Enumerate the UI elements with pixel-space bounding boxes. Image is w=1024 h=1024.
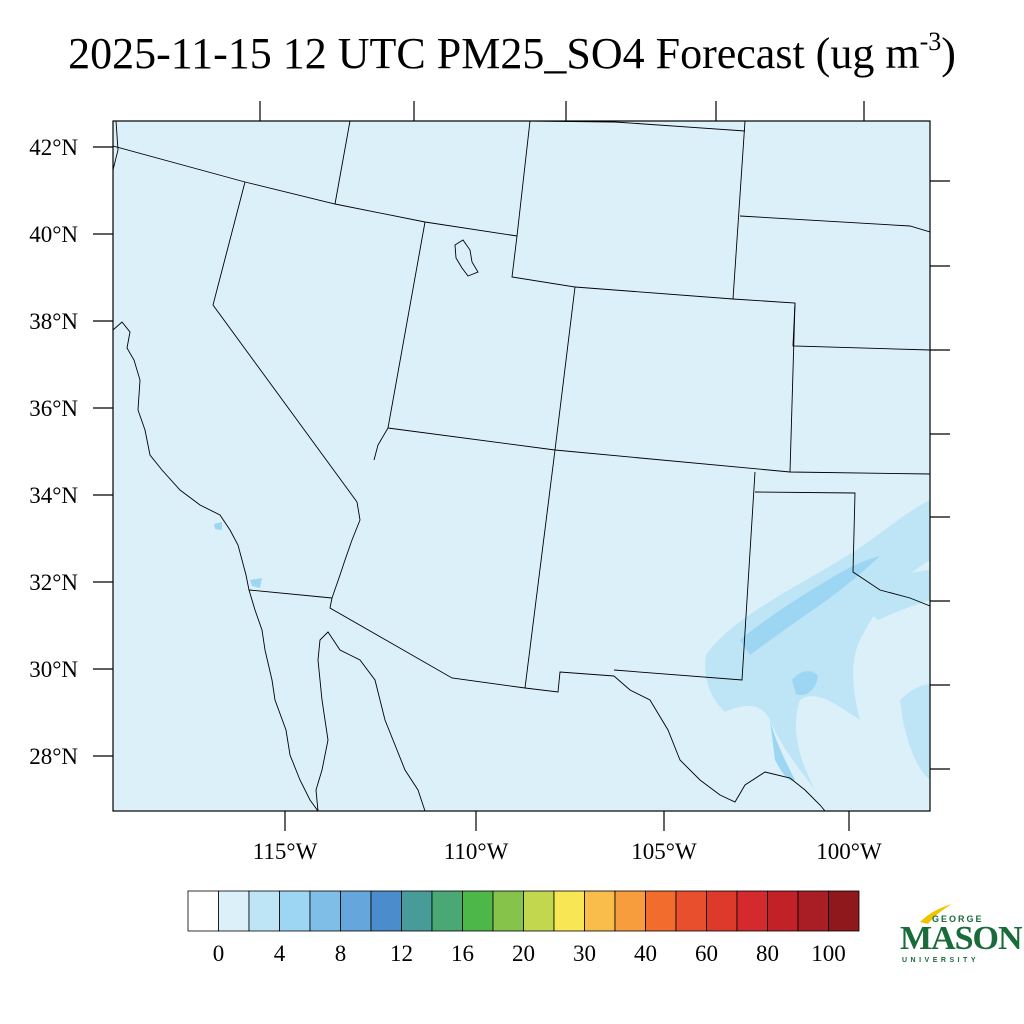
colorbar-tick-label: 20 (512, 941, 535, 966)
colorbar-swatch (737, 891, 768, 931)
colorbar-swatch (493, 891, 524, 931)
logo-bottom-text: UNIVERSITY (902, 957, 979, 964)
colorbar-swatch (615, 891, 646, 931)
colorbar-tick-label: 12 (390, 941, 413, 966)
lon-label: 100°W (816, 839, 882, 864)
colorbar-swatch (310, 891, 341, 931)
lon-labels: 115°W 110°W 105°W 100°W (253, 839, 882, 864)
colorbar-swatch (280, 891, 311, 931)
lat-label: 38°N (29, 309, 78, 334)
colorbar-tick-label: 40 (634, 941, 657, 966)
colorbar-swatch (402, 891, 433, 931)
colorbar-swatch (219, 891, 250, 931)
lat-label: 42°N (29, 135, 78, 160)
lat-label: 28°N (29, 744, 78, 769)
lat-label: 40°N (29, 222, 78, 247)
lat-labels: 42°N 40°N 38°N 36°N 34°N 32°N 30°N 28°N (29, 135, 78, 769)
colorbar-swatch (676, 891, 707, 931)
colorbar-swatch (371, 891, 402, 931)
lat-ticks-left (93, 147, 113, 756)
lon-label: 110°W (444, 839, 509, 864)
colorbar-swatch (249, 891, 280, 931)
colorbar-swatch (463, 891, 494, 931)
lat-label: 34°N (29, 483, 78, 508)
lon-label: 115°W (253, 839, 318, 864)
map-panel (113, 121, 930, 811)
colorbar-tick-label: 60 (695, 941, 718, 966)
colorbar-swatch (829, 891, 860, 931)
colorbar-tick-label: 0 (213, 941, 225, 966)
lat-ticks-right (930, 181, 950, 769)
logo-main-text: MASON (900, 920, 1022, 958)
colorbar-swatch (341, 891, 372, 931)
colorbar-swatch (585, 891, 616, 931)
lat-label: 32°N (29, 570, 78, 595)
colorbar-swatch (707, 891, 738, 931)
colorbar-swatch (432, 891, 463, 931)
gmu-logo: GEORGE MASON UNIVERSITY (896, 900, 1006, 970)
colorbar-swatch (798, 891, 829, 931)
colorbar-tick-label: 8 (335, 941, 347, 966)
colorbar-tick-label: 80 (756, 941, 779, 966)
colorbar-swatch (188, 891, 219, 931)
colorbar-swatch (554, 891, 585, 931)
colorbar-swatch (524, 891, 555, 931)
colorbar-tick-label: 4 (274, 941, 286, 966)
colorbar-swatch (768, 891, 799, 931)
lon-ticks-top (260, 101, 864, 121)
lon-label: 105°W (631, 839, 697, 864)
lat-label: 30°N (29, 657, 78, 682)
colorbar-tick-label: 100 (811, 941, 846, 966)
colorbar-tick-label: 16 (451, 941, 474, 966)
colorbar-tick-label: 30 (573, 941, 596, 966)
colorbar-swatch (646, 891, 677, 931)
lon-ticks-bottom (285, 811, 849, 831)
colorbar-labels: 0 4 8 12 16 20 30 40 60 80 100 (213, 941, 846, 966)
lat-label: 36°N (29, 396, 78, 421)
colorbar (188, 891, 859, 931)
